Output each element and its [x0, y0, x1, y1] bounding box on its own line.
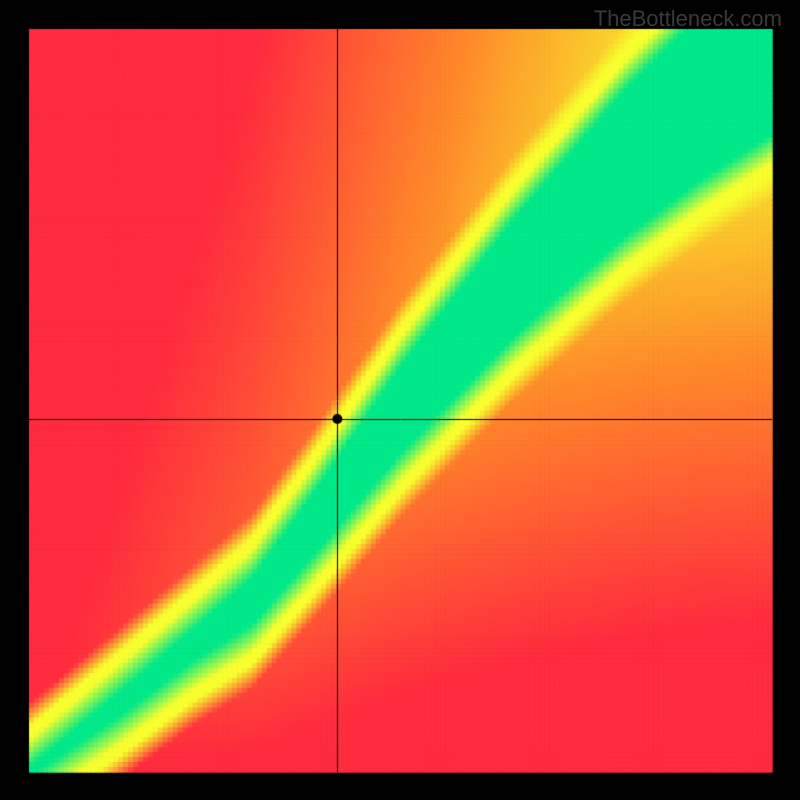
- chart-container: TheBottleneck.com: [0, 0, 800, 800]
- crosshair-overlay: [0, 0, 800, 800]
- watermark-text: TheBottleneck.com: [594, 6, 782, 32]
